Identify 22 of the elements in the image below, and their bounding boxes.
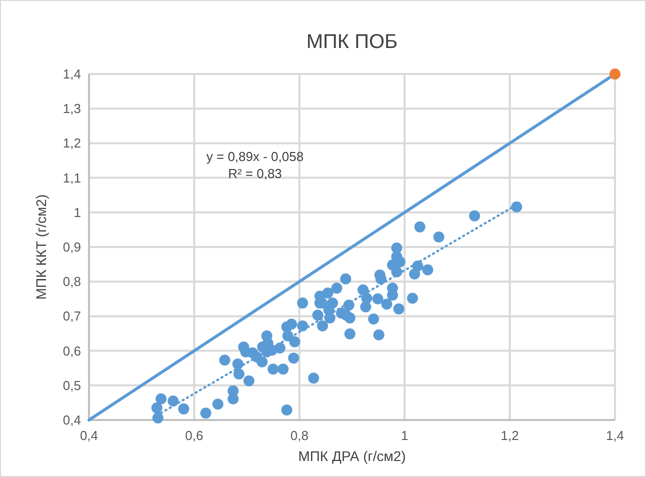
y-tick-label: 1,1 [62,170,81,186]
y-tick-label: 0,6 [62,343,81,358]
y-tick-label: 0,8 [62,274,81,290]
x-tick-label: 1,4 [606,428,624,443]
y-tick-label: 0,9 [62,240,81,254]
y-tick-label: 0,4 [62,412,81,428]
chart-title: МПК ПОБ [306,31,398,53]
x-tick-label: 0,4 [80,428,98,443]
annotation: y = 0,89x - 0,058 [206,149,304,164]
x-tick-label: 1 [400,428,408,443]
y-tick-label: 1 [74,204,81,220]
x-tick-label: 0,6 [185,428,204,443]
y-tick-label: 1,3 [62,101,81,116]
y-tick-label: 1,2 [62,136,81,151]
x-tick-label: 1,2 [500,428,519,443]
y-tick-label: 0,5 [62,378,81,393]
x-axis-title: МПК ДРА (г/см2) [298,448,406,464]
annotation: R² = 0,83 [228,166,282,181]
y-tick-label: 1,4 [62,66,81,82]
x-tick-label: 0,8 [290,428,308,443]
y-axis-title: МПК ККТ (г/см2) [33,194,49,300]
y-tick-label: 0,7 [62,308,81,324]
